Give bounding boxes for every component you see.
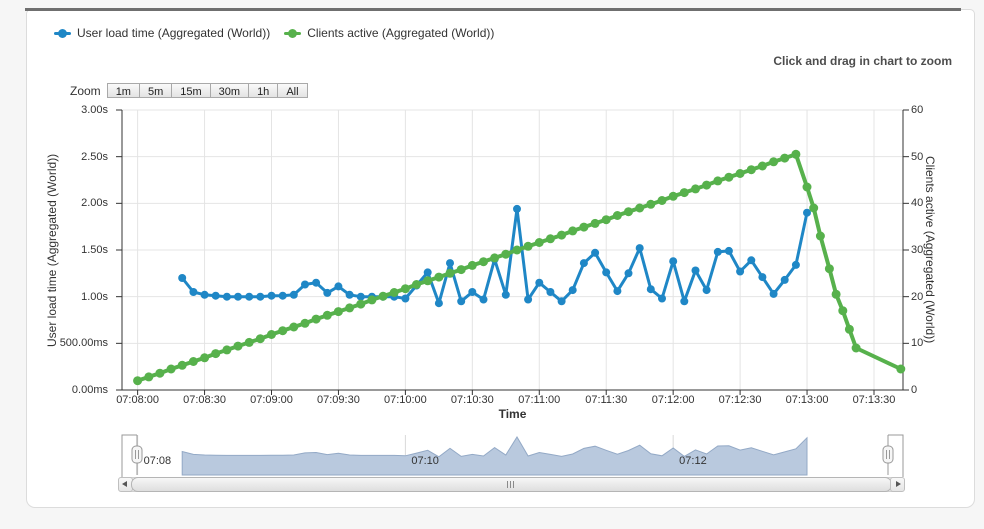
legend-dot-icon	[58, 28, 67, 38]
zoom-label: Zoom	[70, 83, 101, 98]
navigator-tick-label: 07:10	[411, 455, 439, 467]
scrollbar-grip-icon	[506, 481, 517, 488]
left-tick-label: 2.50s	[81, 150, 108, 163]
navigator-tick-label: 07:12	[679, 455, 707, 467]
scrollbar-thumb[interactable]	[131, 477, 892, 492]
x-tick-label: 07:10:00	[383, 394, 427, 406]
legend-item-user-load-time[interactable]: User load time (Aggregated (World))	[54, 26, 270, 40]
navigator-tick-label: 07:08	[143, 455, 172, 467]
x-tick-label: 07:12:00	[651, 394, 695, 406]
series-clients-active	[133, 149, 906, 386]
right-tick-label: 60	[911, 104, 924, 116]
navigator	[121, 434, 904, 477]
scroll-left-icon	[122, 481, 127, 487]
legend-item-label: User load time (Aggregated (World))	[77, 26, 271, 40]
zoom-button-5m[interactable]: 5m	[138, 83, 173, 98]
x-tick-label: 07:09:00	[250, 394, 293, 406]
left-tick-label: 500.00ms	[59, 337, 108, 350]
axes	[116, 109, 909, 395]
legend-dot-icon	[288, 28, 298, 38]
right-tick-label: 20	[911, 290, 924, 303]
left-tick-label: 0.00ms	[71, 384, 108, 396]
legend-item-clients-active[interactable]: Clients active (Aggregated (World))	[284, 26, 494, 40]
drag-hint-text: Click and drag in chart to zoom	[773, 54, 952, 68]
navigator-left-handle[interactable]	[131, 435, 143, 475]
left-tick-label: 1.00s	[81, 290, 108, 303]
left-tick-label: 3.00s	[81, 104, 108, 116]
x-tick-label: 07:11:00	[518, 394, 561, 406]
right-tick-label: 10	[911, 337, 924, 350]
left-tick-label: 2.00s	[81, 197, 108, 210]
left-tick-label: 1.50s	[81, 244, 108, 256]
navigator-right-handle[interactable]	[882, 435, 894, 475]
legend-line-marker-icon	[284, 28, 302, 38]
right-tick-label: 40	[911, 197, 924, 210]
navigator-scrollbar[interactable]	[118, 477, 905, 492]
x-tick-label: 07:10:30	[450, 394, 494, 406]
right-axis-title: Clients active (Aggregated (World))	[923, 156, 937, 344]
chart-plot-area[interactable]	[122, 110, 903, 390]
x-tick-label: 07:09:30	[317, 394, 360, 406]
scroll-right-icon	[896, 481, 901, 487]
legend: User load time (Aggregated (World)) Clien…	[54, 26, 494, 40]
x-tick-label: 07:12:30	[718, 394, 762, 406]
x-tick-label: 07:13:00	[785, 394, 829, 406]
legend-line-marker-icon	[54, 28, 71, 38]
x-tick-label: 07:13:30	[852, 394, 896, 406]
right-tick-label: 30	[911, 244, 924, 256]
zoom-button-group: 1m 5m 15m 30m 1h All	[106, 83, 308, 98]
zoom-button-15m[interactable]: 15m	[171, 83, 211, 98]
right-tick-label: 50	[911, 150, 924, 163]
x-tick-label: 07:08:00	[116, 394, 160, 406]
top-divider	[25, 8, 961, 11]
scroll-right-button[interactable]	[890, 477, 905, 492]
zoom-controls: Zoom 1m 5m 15m 30m 1h All	[70, 83, 308, 98]
x-tick-label: 07:11:30	[585, 394, 628, 406]
legend-item-label: Clients active (Aggregated (World))	[307, 26, 495, 40]
right-tick-label: 0	[911, 384, 918, 396]
zoom-button-all[interactable]: All	[277, 83, 308, 98]
x-tick-label: 07:08:30	[183, 394, 226, 406]
navigator-area[interactable]	[181, 436, 808, 476]
x-axis-title: Time	[498, 407, 527, 421]
